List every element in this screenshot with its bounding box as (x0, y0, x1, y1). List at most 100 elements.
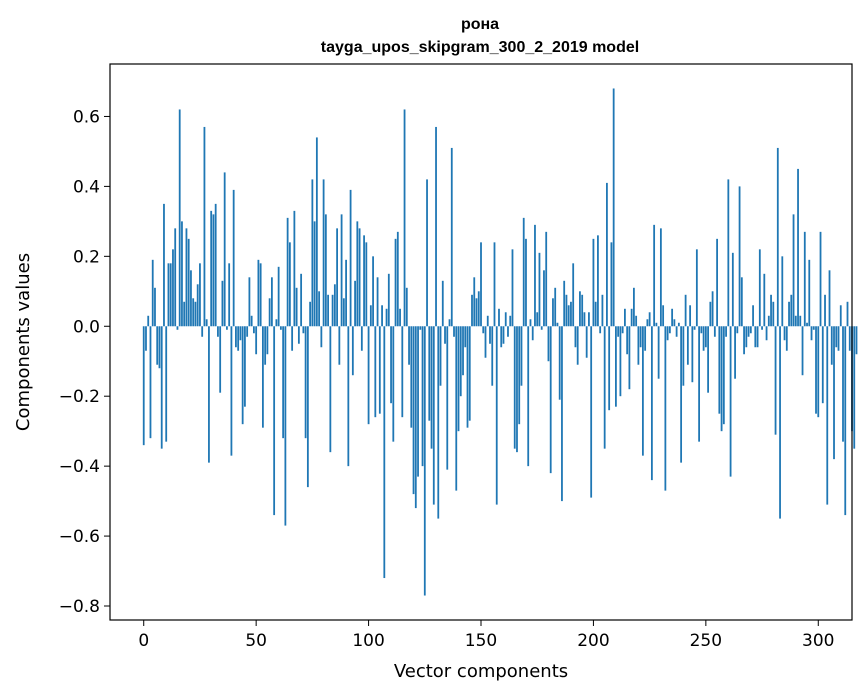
bar (680, 326, 683, 463)
bar (725, 326, 727, 337)
bar (574, 326, 577, 348)
bar (655, 322, 658, 327)
bar (826, 326, 829, 505)
bar (749, 326, 752, 334)
bar (639, 326, 642, 348)
bar (736, 326, 739, 334)
bar (221, 280, 224, 327)
bar (558, 326, 561, 400)
bar (338, 326, 341, 365)
bar (570, 301, 572, 327)
bar (615, 326, 617, 407)
bar (239, 326, 242, 341)
bar (183, 301, 186, 327)
bar (572, 263, 575, 327)
bar (844, 326, 847, 516)
bar (632, 287, 635, 327)
bar (536, 312, 539, 327)
bar (698, 326, 701, 442)
bar (653, 224, 656, 327)
bar (253, 326, 255, 334)
bar (635, 315, 638, 327)
bar (543, 270, 545, 327)
bar (772, 301, 775, 327)
y-tick-label: −0.8 (59, 597, 100, 617)
bar (475, 298, 478, 327)
bar (408, 326, 410, 365)
bar (480, 242, 482, 327)
bar (360, 326, 363, 351)
bar (261, 326, 264, 428)
bar (722, 326, 725, 425)
bar (181, 221, 183, 327)
bar (486, 315, 489, 327)
bar (835, 326, 838, 348)
bar (390, 326, 392, 404)
bar (142, 326, 145, 446)
bar (255, 326, 258, 355)
bar (444, 326, 446, 344)
bar (354, 280, 356, 327)
bar (212, 214, 215, 327)
bar (165, 326, 168, 442)
bar (853, 326, 856, 449)
bar (284, 326, 287, 526)
bar (340, 214, 343, 327)
bar (450, 147, 453, 327)
bar (621, 326, 624, 334)
bar (264, 326, 267, 365)
bar (223, 172, 226, 327)
bar (785, 326, 788, 351)
bar (626, 326, 629, 355)
bar (237, 326, 240, 351)
bar (381, 305, 383, 327)
bar (828, 270, 831, 327)
bar (318, 291, 321, 327)
bar (603, 326, 606, 449)
bar (306, 326, 309, 488)
bar (315, 137, 318, 327)
bar (383, 326, 386, 579)
bar (462, 326, 464, 376)
bar (628, 326, 631, 390)
bar (610, 242, 613, 327)
bar (199, 263, 201, 327)
bar (468, 326, 471, 421)
bar (149, 326, 152, 439)
bar (846, 301, 849, 327)
bar (428, 326, 431, 421)
bar (351, 326, 354, 376)
bar (414, 326, 417, 509)
bar (500, 326, 503, 348)
bar (491, 326, 494, 386)
bar (547, 326, 550, 362)
bar (477, 291, 480, 327)
bar (579, 291, 581, 327)
bar (664, 326, 667, 491)
bar (417, 326, 419, 477)
bar (187, 238, 190, 327)
bar (597, 235, 599, 327)
bar (154, 287, 156, 327)
bar (718, 326, 721, 414)
bar (770, 294, 772, 327)
bar (482, 326, 485, 334)
bar (232, 189, 235, 327)
bar (801, 326, 804, 376)
bar (158, 326, 161, 369)
bar (599, 326, 602, 334)
bar (259, 263, 262, 327)
bar (824, 294, 826, 327)
x-tick-label: 300 (802, 631, 834, 651)
bar (405, 287, 408, 327)
bar (167, 263, 170, 327)
bar (731, 252, 734, 327)
bar (446, 326, 449, 470)
bar (419, 326, 422, 330)
bar (196, 284, 199, 327)
bar (644, 326, 647, 351)
bar (583, 312, 586, 327)
bar (435, 126, 437, 327)
bar (345, 259, 347, 327)
